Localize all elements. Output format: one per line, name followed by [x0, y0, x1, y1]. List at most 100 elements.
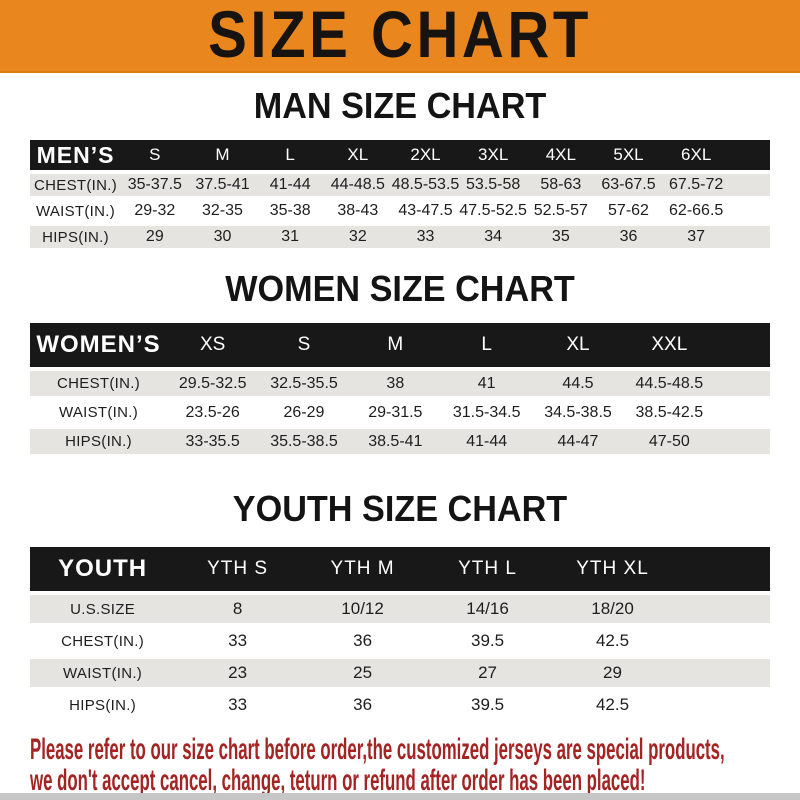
table-row: WAIST(IN.) 23.5-26 26-29 29-31.5 31.5-34.5 34… [30, 400, 770, 425]
table-header-label: YOUTH [58, 555, 148, 582]
table-cell: 32.5-35.5 [270, 374, 338, 392]
header-size-cell: XS [199, 334, 226, 355]
row-label: WAIST(IN.) [58, 404, 139, 421]
table-header-row: YOUTH YTH S YTH M YTH L YTH XL [30, 547, 770, 591]
header-size-cell: M [215, 145, 230, 164]
header-size-cell: YTH XL [576, 558, 649, 579]
table-cell: 63-67.5 [601, 176, 656, 193]
table-header-label: MEN’S [36, 141, 115, 168]
section-title-text: YOUTH SIZE CHART [232, 488, 568, 529]
table-header-label: WOMEN’S [36, 331, 161, 358]
header-size-cell: S [297, 334, 311, 355]
header-size-cell: L [285, 145, 295, 164]
table-row: HIPS(IN.) 33 36 39.5 42.5 [30, 691, 770, 719]
header-size-cell: YTH S [207, 558, 269, 579]
table-cell: 23 [228, 663, 248, 682]
page-title: SIZE CHART [208, 0, 592, 71]
table-cell: 42.5 [595, 631, 630, 650]
size-table: YOUTH YTH S YTH M YTH L YTH XL U.S.SIZE 8 10/12… [30, 547, 770, 719]
size-chart-section: MAN SIZE CHART MEN’S S M L XL 2XL 3XL 4XL 5XL 6XL C… [0, 73, 800, 248]
table-cell: 35-38 [269, 202, 311, 219]
row-label: CHEST(IN.) [57, 375, 140, 392]
table-cell: 29-32 [134, 202, 176, 219]
size-table: WOMEN’S XS S M L XL XXL CHEST(IN.) 29.5-32.5 32.5… [30, 323, 770, 454]
table-cell: 32 [348, 228, 367, 245]
size-table: MEN’S S M L XL 2XL 3XL 4XL 5XL 6XL CHEST(IN.) 35-37… [30, 140, 770, 248]
table-row: WAIST(IN.) 29-32 32-35 35-38 38-43 43-47.5 47.… [30, 200, 770, 222]
row-label: HIPS(IN.) [65, 433, 132, 450]
table-row: HIPS(IN.) 33-35.5 35.5-38.5 38.5-41 41-44 44-… [30, 429, 770, 454]
table-row: WAIST(IN.) 23 25 27 29 [30, 659, 770, 687]
disclaimer-text-2: we don't accept cancel, change, teturn o… [30, 764, 646, 797]
table-cell: 42.5 [595, 695, 630, 714]
table-cell: 38.5-42.5 [635, 403, 704, 421]
header-size-cell: XL [566, 334, 590, 355]
table-cell: 25 [353, 663, 373, 682]
size-chart-section: YOUTH SIZE CHART YOUTH YTH S YTH M YTH L YTH … [0, 454, 800, 719]
table-cell: 35.5-38.5 [270, 432, 338, 450]
header-size-cell: 6XL [681, 145, 712, 164]
section-title-text: MAN SIZE CHART [253, 85, 547, 126]
row-label: WAIST(IN.) [63, 664, 143, 682]
table-cell: 44.5-48.5 [635, 374, 704, 392]
header-size-cell: XXL [651, 334, 688, 355]
table-cell: 34.5-38.5 [544, 403, 612, 421]
table-cell: 67.5-72 [669, 176, 724, 193]
table-cell: 41-44 [269, 176, 311, 193]
section-title: WOMEN SIZE CHART [0, 248, 800, 308]
table-cell: 29 [603, 663, 622, 682]
table-cell: 38 [386, 374, 405, 392]
row-label: HIPS(IN.) [42, 228, 109, 246]
table-cell: 41 [477, 374, 496, 392]
header-size-cell: M [387, 334, 404, 355]
header-size-cell: 4XL [545, 145, 576, 164]
header-size-cell: YTH M [330, 558, 395, 579]
header-size-cell: L [481, 334, 492, 355]
table-header-row: MEN’S S M L XL 2XL 3XL 4XL 5XL 6XL [30, 140, 770, 170]
header-size-cell: 3XL [478, 145, 509, 164]
header-size-cell: 5XL [613, 145, 644, 164]
table-cell: 35 [551, 228, 570, 245]
row-label: HIPS(IN.) [69, 696, 136, 714]
table-cell: 62-66.5 [669, 202, 724, 219]
table-cell: 53.5-58 [466, 176, 521, 193]
table-cell: 44-48.5 [330, 176, 385, 193]
table-cell: 57-62 [608, 202, 649, 219]
table-cell: 43-47.5 [398, 202, 453, 219]
table-cell: 33 [228, 631, 248, 650]
table-cell: 14/16 [466, 599, 509, 618]
section-title-text: WOMEN SIZE CHART [225, 268, 575, 309]
table-cell: 27 [478, 663, 497, 682]
row-label: U.S.SIZE [70, 600, 136, 618]
table-cell: 32-35 [202, 202, 243, 219]
section-title: MAN SIZE CHART [0, 73, 800, 125]
table-cell: 23.5-26 [185, 403, 240, 421]
disclaimer: Please refer to our size chart before or… [30, 734, 800, 796]
row-label: WAIST(IN.) [35, 202, 116, 220]
table-cell: 36 [353, 695, 373, 714]
table-cell: 29 [145, 228, 164, 245]
table-row: CHEST(IN.) 33 36 39.5 42.5 [30, 627, 770, 655]
table-row: CHEST(IN.) 35-37.5 37.5-41 41-44 44-48.5 48.5… [30, 174, 770, 196]
size-chart-section: WOMEN SIZE CHART WOMEN’S XS S M L XL XXL CHEST(I… [0, 248, 800, 454]
header-size-cell: 2XL [410, 145, 441, 164]
table-cell: 18/20 [591, 599, 634, 618]
header-size-cell: YTH L [458, 558, 517, 579]
table-cell: 37 [687, 228, 706, 245]
disclaimer-line-1: Please refer to our size chart before or… [30, 734, 800, 765]
table-cell: 29.5-32.5 [178, 374, 247, 392]
table-cell: 37.5-41 [195, 176, 250, 193]
table-cell: 10/12 [341, 599, 384, 618]
table-cell: 44-47 [557, 432, 599, 450]
table-cell: 38-43 [337, 202, 379, 219]
section-title: YOUTH SIZE CHART [0, 454, 800, 528]
table-cell: 26-29 [283, 403, 325, 421]
row-label: CHEST(IN.) [34, 176, 117, 194]
table-cell: 39.5 [471, 695, 505, 714]
table-row: CHEST(IN.) 29.5-32.5 32.5-35.5 38 41 44.5 44.5… [30, 371, 770, 396]
disclaimer-text-1: Please refer to our size chart before or… [30, 733, 725, 766]
table-cell: 39.5 [471, 631, 505, 650]
table-cell: 31 [281, 228, 300, 245]
table-cell: 29-31.5 [368, 403, 423, 421]
table-cell: 48.5-53.5 [391, 176, 460, 193]
